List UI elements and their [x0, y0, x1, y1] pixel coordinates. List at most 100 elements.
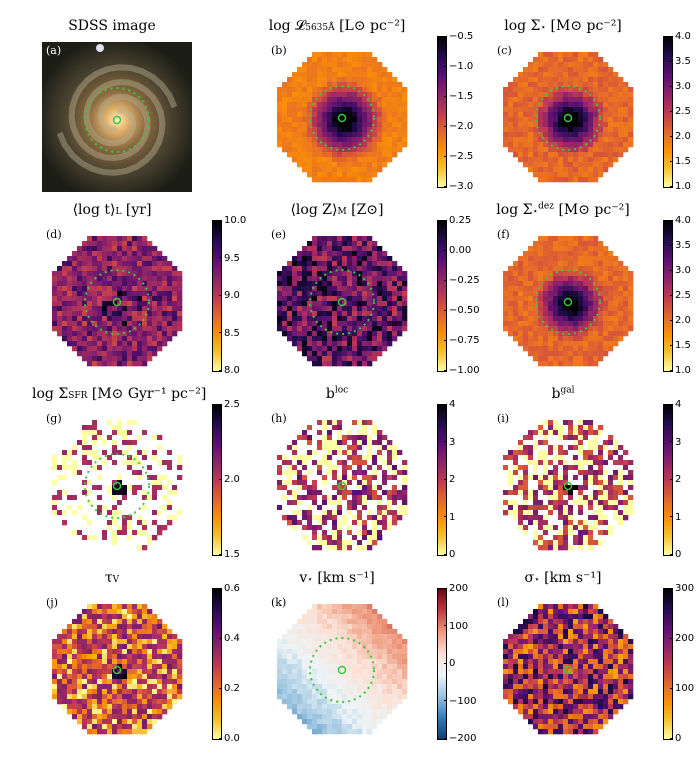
map-pixel [162, 624, 168, 630]
map-pixel [377, 500, 383, 506]
map-pixel [57, 301, 63, 307]
map-pixel [52, 485, 58, 491]
map-pixel [573, 530, 579, 536]
map-pixel [277, 495, 283, 501]
map-pixel [117, 266, 123, 272]
panel-title: log ΣSFR [M⊙ Gyr⁻¹ pc⁻²] [32, 386, 206, 402]
map-pixel [543, 425, 549, 431]
map-pixel [377, 296, 383, 302]
map-pixel [322, 331, 328, 337]
map-pixel [352, 97, 358, 103]
map-pixel [297, 435, 303, 441]
map-pixel [367, 540, 373, 546]
map-pixel [382, 470, 388, 476]
map-pixel [518, 256, 524, 262]
map-pixel [97, 276, 103, 282]
map-pixel [67, 639, 73, 645]
map-pixel [392, 266, 398, 272]
map-pixel [538, 341, 544, 347]
map-pixel [573, 445, 579, 451]
map-pixel [347, 97, 353, 103]
map-pixel [548, 515, 554, 521]
map-pixel [287, 137, 293, 143]
map-pixel [112, 450, 118, 456]
map-pixel [307, 251, 313, 257]
map-pixel [397, 455, 403, 461]
map-pixel [533, 127, 539, 133]
map-pixel [327, 420, 333, 426]
map-pixel [578, 475, 584, 481]
map-pixel [528, 535, 534, 541]
map-pixel [137, 609, 143, 615]
map-pixel [172, 281, 178, 287]
map-pixel [588, 117, 594, 123]
colorbar-tick-label: 0.00 [449, 245, 472, 256]
map-pixel [277, 296, 283, 302]
map-pixel [132, 515, 138, 521]
map-pixel [352, 440, 358, 446]
map-pixel [337, 82, 343, 88]
map-pixel [332, 430, 338, 436]
map-pixel [107, 301, 113, 307]
map-pixel [287, 321, 293, 327]
map-pixel [297, 460, 303, 466]
map-pixel [67, 510, 73, 516]
map-pixel [172, 495, 178, 501]
map-pixel [357, 480, 363, 486]
map-pixel [553, 455, 559, 461]
map-pixel [122, 261, 128, 267]
map-pixel [568, 137, 574, 143]
map-pixel [102, 639, 108, 645]
map-pixel [583, 435, 589, 441]
map-pixel [362, 420, 368, 426]
map-pixel [613, 127, 619, 133]
map-pixel [528, 465, 534, 471]
map-pixel [97, 346, 103, 352]
map-pixel [523, 321, 529, 327]
map-pixel [287, 311, 293, 317]
map-pixel [387, 291, 393, 297]
map-pixel [287, 495, 293, 501]
map-pixel [603, 346, 609, 352]
map-pixel [583, 92, 589, 98]
map-pixel [608, 306, 614, 312]
map-pixel [548, 425, 554, 431]
map-pixel [102, 286, 108, 292]
map-pixel [327, 246, 333, 252]
map-pixel [77, 326, 83, 332]
map-pixel [382, 72, 388, 78]
map-pixel [292, 465, 298, 471]
map-pixel [82, 624, 88, 630]
map-pixel [528, 505, 534, 511]
map-pixel [628, 500, 634, 506]
map-pixel [508, 296, 514, 302]
map-pixel [563, 167, 569, 173]
map-pixel [553, 142, 559, 148]
map-pixel [608, 137, 614, 143]
map-pixel [342, 430, 348, 436]
map-pixel [608, 266, 614, 272]
map-pixel [352, 107, 358, 113]
map-pixel [292, 82, 298, 88]
map-pixel [107, 639, 113, 645]
map-pixel [628, 301, 634, 307]
map-pixel [543, 530, 549, 536]
map-pixel [97, 271, 103, 277]
map-pixel [387, 445, 393, 451]
map-pixel [112, 505, 118, 511]
map-pixel [282, 460, 288, 466]
map-pixel [593, 72, 599, 78]
map-pixel [548, 271, 554, 277]
map-pixel [402, 455, 408, 461]
map-pixel [583, 485, 589, 491]
map-pixel [277, 326, 283, 332]
map-pixel [593, 445, 599, 451]
map-pixel [277, 480, 283, 486]
map-pixel [593, 246, 599, 252]
map-pixel [347, 540, 353, 546]
map-pixel [127, 480, 133, 486]
map-pixel [107, 276, 113, 282]
map-pixel [548, 326, 554, 332]
map-pixel [137, 634, 143, 640]
map-pixel [332, 276, 338, 282]
